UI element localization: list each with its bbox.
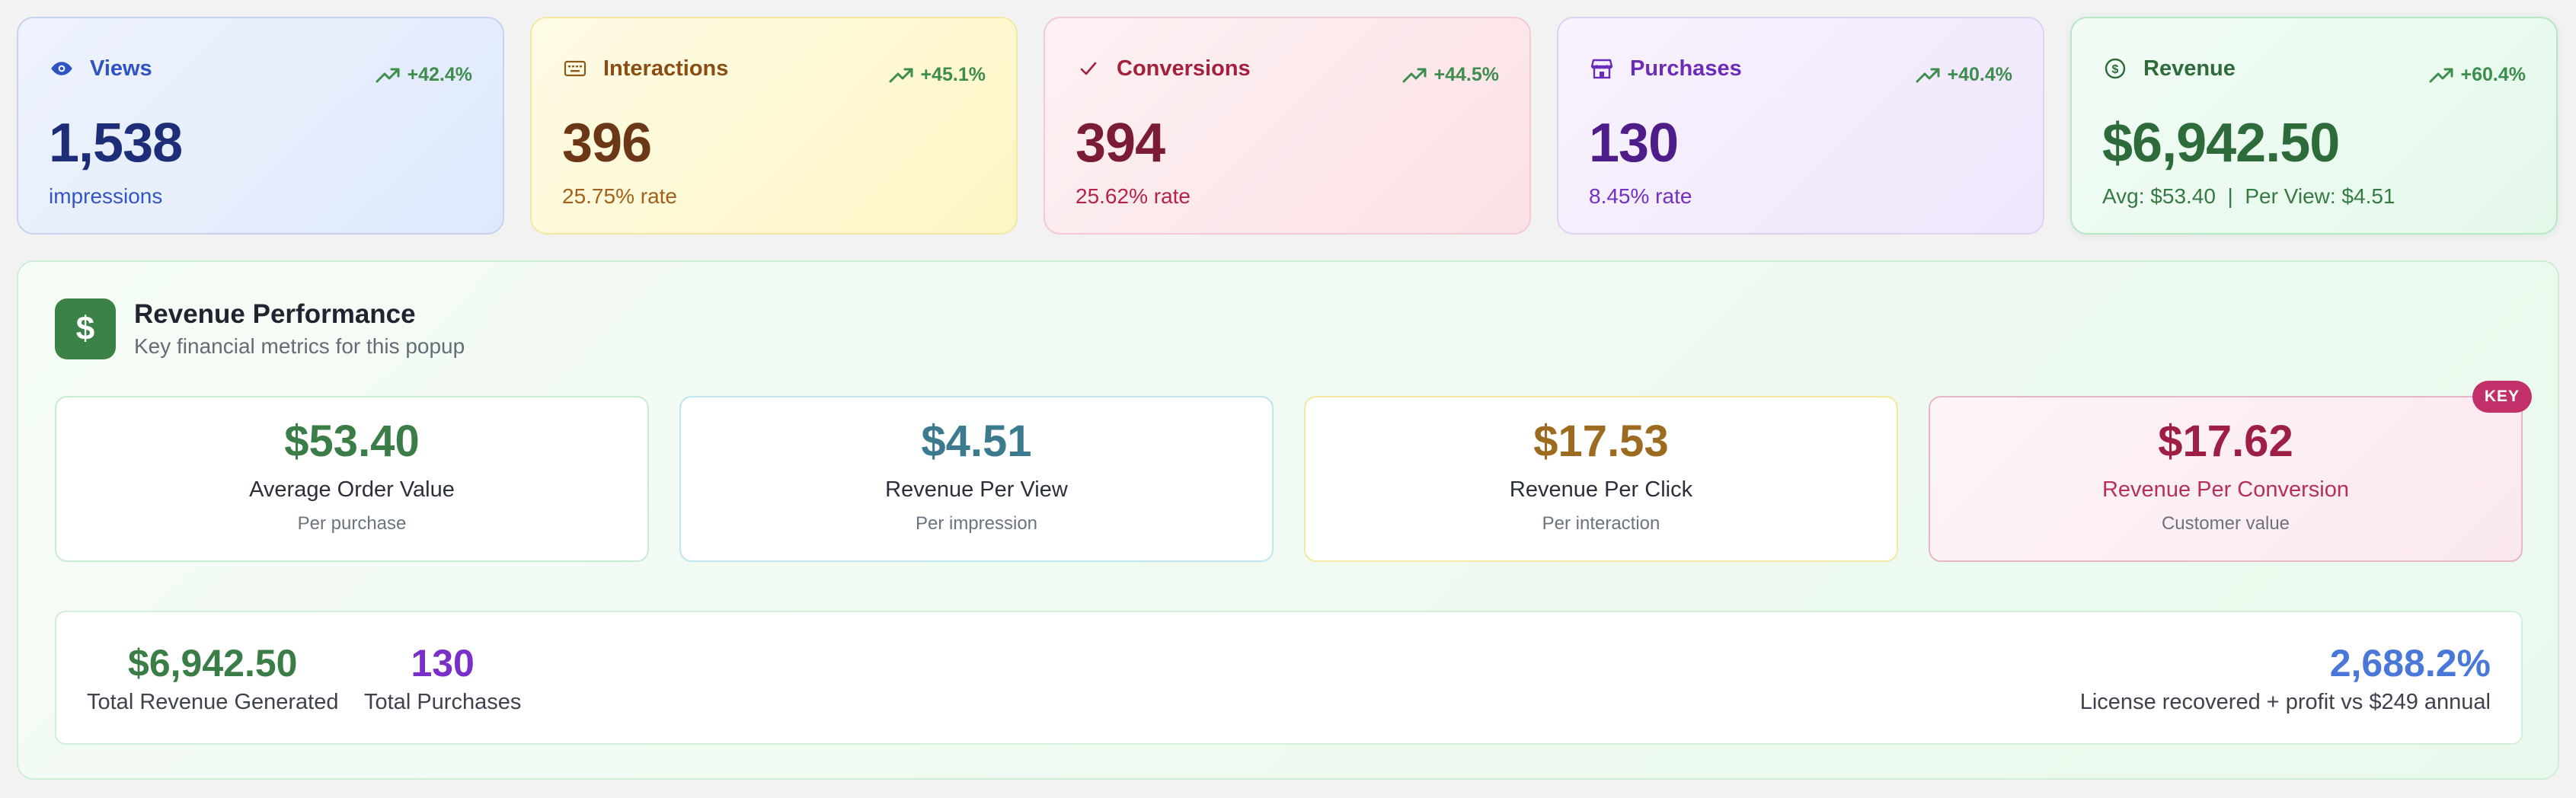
license-recovered: 2,688.2% License recovered + profit vs $… xyxy=(2080,644,2491,715)
trending-up-icon xyxy=(376,68,399,82)
check-icon xyxy=(1075,56,1101,81)
revenue-value: $6,942.50 xyxy=(2102,113,2340,174)
interactions-card: Interactions +45.1% 396 25.75% rate xyxy=(530,17,1018,235)
trending-up-icon xyxy=(889,68,912,82)
total-purchases: 130 Total Purchases xyxy=(364,644,521,715)
metric-value: $4.51 xyxy=(921,417,1032,466)
conversions-trend-value: +44.5% xyxy=(1433,64,1500,85)
revenue-trend-value: +60.4% xyxy=(2460,64,2526,85)
revenue-sub: Avg: $53.40 | Per View: $4.51 xyxy=(2102,184,2395,208)
interactions-trend-value: +45.1% xyxy=(920,64,986,85)
total-revenue-value: $6,942.50 xyxy=(128,642,298,685)
dollar-circle-icon: $ xyxy=(2102,56,2128,81)
views-sub: impressions xyxy=(49,184,163,208)
revenue-per-conversion-card: KEY $17.62 Revenue Per Conversion Custom… xyxy=(1929,381,2532,562)
views-value: 1,538 xyxy=(49,113,183,174)
conversions-sub: 25.62% rate xyxy=(1075,184,1191,208)
interactions-label: Interactions xyxy=(603,56,729,81)
revenue-trend: +60.4% xyxy=(2429,64,2526,86)
metric-label: Average Order Value xyxy=(249,477,455,502)
eye-icon xyxy=(49,56,75,81)
purchases-sub: 8.45% rate xyxy=(1589,184,1692,208)
interactions-trend: +45.1% xyxy=(889,64,986,86)
revenue-card: $ Revenue +60.4% $6,942.50 Avg: $53.40 |… xyxy=(2070,17,2558,235)
views-trend-value: +42.4% xyxy=(407,64,473,85)
revenue-label: Revenue xyxy=(2143,56,2236,81)
trending-up-icon xyxy=(2429,68,2453,82)
conversions-card: Conversions +44.5% 394 25.62% rate xyxy=(1044,17,1531,235)
total-purchases-value: 130 xyxy=(411,642,475,685)
purchases-label: Purchases xyxy=(1630,56,1742,81)
purchases-trend: +40.4% xyxy=(1916,64,2013,86)
purchases-card: Purchases +40.4% 130 8.45% rate xyxy=(1557,17,2044,235)
total-purchases-label: Total Purchases xyxy=(364,690,522,714)
dollar-icon: $ xyxy=(55,298,116,359)
license-recovered-label: License recovered + profit vs $249 annua… xyxy=(2079,690,2491,714)
metric-sub: Per impression xyxy=(915,512,1038,534)
keyboard-icon xyxy=(562,56,588,81)
purchases-value: 130 xyxy=(1589,113,1679,174)
metric-sub: Customer value xyxy=(2161,512,2290,534)
panel-subtitle: Key financial metrics for this popup xyxy=(134,334,465,358)
stats-row: Views +42.4% 1,538 impressions Interacti… xyxy=(17,17,2558,235)
revenue-per-click-card: $17.53 Revenue Per Click Per interaction xyxy=(1304,396,1898,562)
metric-sub: Per purchase xyxy=(297,512,407,534)
trending-up-icon xyxy=(1916,68,1939,82)
views-trend: +42.4% xyxy=(376,64,473,86)
metric-label: Revenue Per Click xyxy=(1509,477,1693,502)
revenue-summary: $6,942.50 Total Revenue Generated 130 To… xyxy=(55,611,2523,745)
metric-sub: Per interaction xyxy=(1542,512,1660,534)
conversions-value: 394 xyxy=(1075,113,1165,174)
average-order-value-card: $53.40 Average Order Value Per purchase xyxy=(55,396,649,562)
metric-label: Revenue Per View xyxy=(885,477,1068,502)
total-revenue-label: Total Revenue Generated xyxy=(87,690,339,714)
metric-label: Revenue Per Conversion xyxy=(2101,477,2349,502)
trending-up-icon xyxy=(1402,68,1426,82)
metric-value: $53.40 xyxy=(284,417,420,466)
panel-header: $ Revenue Performance Key financial metr… xyxy=(55,298,465,359)
metric-value: $17.53 xyxy=(1533,417,1669,466)
conversions-label: Conversions xyxy=(1117,56,1251,81)
svg-text:$: $ xyxy=(2112,63,2119,76)
purchases-trend-value: +40.4% xyxy=(1947,64,2013,85)
interactions-sub: 25.75% rate xyxy=(562,184,677,208)
metric-value: $17.62 xyxy=(2158,417,2293,466)
views-card: Views +42.4% 1,538 impressions xyxy=(17,17,504,235)
revenue-per-view-card: $4.51 Revenue Per View Per impression xyxy=(679,396,1274,562)
metrics-row: $53.40 Average Order Value Per purchase … xyxy=(55,381,2532,562)
conversions-trend: +44.5% xyxy=(1402,64,1500,86)
key-badge: KEY xyxy=(2472,381,2532,413)
license-recovered-value: 2,688.2% xyxy=(2329,642,2491,685)
total-revenue: $6,942.50 Total Revenue Generated xyxy=(87,644,339,715)
revenue-performance-panel: $ Revenue Performance Key financial metr… xyxy=(17,260,2559,780)
views-label: Views xyxy=(90,56,152,81)
panel-title: Revenue Performance xyxy=(134,299,416,329)
store-icon xyxy=(1589,56,1615,81)
interactions-value: 396 xyxy=(562,113,652,174)
